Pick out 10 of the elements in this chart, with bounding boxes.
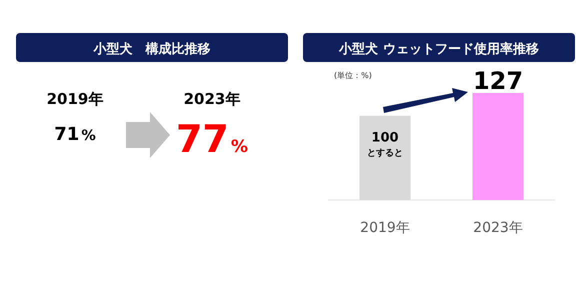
text: 77% — [176, 117, 248, 161]
text: 71% — [54, 124, 96, 145]
annotation: とすると — [367, 148, 403, 159]
category-label: 2019年 — [46, 90, 104, 108]
data-label: 100 — [371, 130, 399, 146]
text: 小型犬 構成比推移 — [92, 42, 210, 57]
chart-subtitle: (単位：%) — [334, 71, 372, 80]
data-label: 127 — [472, 67, 524, 95]
category-label: 2023年 — [184, 90, 240, 108]
chart-title: 小型犬 ウェットフード使用率推移 — [338, 41, 539, 57]
